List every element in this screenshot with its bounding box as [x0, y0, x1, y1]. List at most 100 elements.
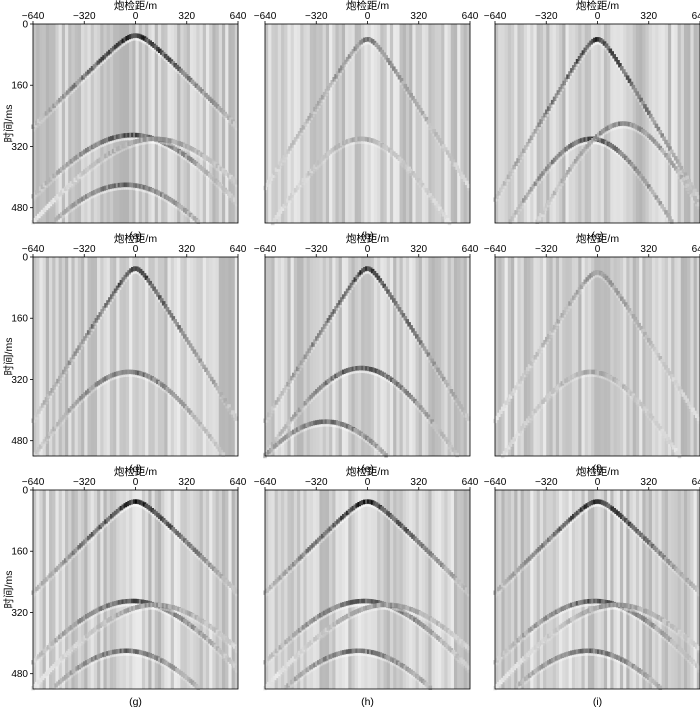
event-sample: [347, 600, 352, 605]
event-sample-trough: [380, 454, 384, 457]
event-sample-trough: [349, 512, 354, 515]
event-sample: [179, 204, 183, 210]
event-sample: [386, 511, 390, 516]
event-sample-trough: [135, 38, 139, 41]
event-sample: [675, 169, 680, 174]
event-sample-trough: [455, 658, 459, 661]
event-sample-trough: [376, 450, 381, 453]
event-sample: [342, 62, 346, 67]
event-sample-trough: [165, 608, 170, 612]
event-sample: [108, 151, 112, 156]
event-sample-trough: [94, 147, 99, 150]
event-sample-trough: [221, 656, 226, 659]
event-sample: [127, 598, 131, 604]
event-sample: [440, 141, 444, 146]
event-sample-trough: [453, 656, 458, 659]
trace-stripe: [418, 24, 423, 223]
event-sample: [345, 424, 350, 429]
trace-stripe: [122, 24, 127, 223]
event-sample-trough: [506, 179, 511, 182]
event-sample: [175, 395, 179, 401]
event-sample: [424, 626, 429, 631]
event-sample-trough: [422, 351, 427, 354]
event-sample: [455, 577, 459, 583]
event-sample-trough: [186, 160, 191, 163]
event-sample: [297, 556, 302, 561]
event-sample-trough: [650, 122, 655, 125]
trace-stripe: [348, 24, 352, 223]
trace-stripe: [345, 24, 349, 223]
event-sample: [276, 397, 281, 402]
event-sample: [158, 602, 162, 608]
event-sample: [160, 50, 164, 55]
event-sample-trough: [380, 148, 384, 151]
event-sample-trough: [117, 653, 122, 657]
event-sample-trough: [687, 191, 691, 194]
event-sample: [52, 685, 56, 690]
trace-stripe: [364, 490, 368, 689]
event-sample-trough: [330, 529, 335, 532]
event-sample: [336, 372, 340, 377]
event-sample: [71, 550, 76, 556]
event-sample: [142, 134, 147, 139]
event-sample-trough: [541, 214, 545, 217]
event-sample-trough: [420, 348, 425, 351]
reflection-event: [500, 369, 682, 461]
event-sample: [208, 623, 212, 629]
event-sample-trough: [48, 396, 53, 399]
event-sample: [175, 530, 179, 536]
event-sample: [416, 620, 421, 625]
event-sample: [671, 163, 676, 168]
event-sample-trough: [332, 527, 336, 531]
trace-stripe: [33, 257, 37, 456]
event-sample-trough: [110, 299, 114, 302]
event-sample-trough: [570, 303, 574, 306]
event-sample-trough: [150, 141, 154, 144]
event-sample: [171, 665, 176, 670]
event-sample-trough: [265, 187, 269, 190]
event-sample: [127, 132, 131, 138]
event-sample: [303, 175, 308, 181]
trace-stripe: [300, 24, 304, 223]
event-sample-trough: [616, 384, 620, 387]
event-sample: [286, 381, 290, 387]
event-sample-trough: [175, 400, 179, 404]
event-sample-trough: [208, 162, 212, 166]
event-sample: [121, 182, 126, 187]
event-sample: [213, 441, 218, 447]
event-sample-trough: [560, 183, 565, 186]
event-sample: [405, 319, 409, 324]
event-sample: [415, 334, 419, 339]
event-sample-trough: [295, 432, 300, 435]
event-sample-trough: [413, 541, 417, 544]
event-sample: [150, 602, 154, 608]
x-tick-label: 0: [595, 11, 601, 22]
event-sample: [65, 628, 70, 633]
event-sample: [295, 366, 300, 371]
event-sample-trough: [104, 624, 108, 627]
event-sample: [413, 617, 417, 622]
event-sample: [144, 275, 149, 280]
event-sample-trough: [206, 375, 210, 378]
event-sample: [167, 196, 172, 202]
event-sample: [502, 403, 507, 408]
event-sample: [403, 611, 408, 616]
event-sample: [179, 399, 183, 405]
event-sample-trough: [324, 614, 329, 617]
event-sample: [461, 583, 465, 588]
trace-stripe: [306, 257, 311, 456]
event-sample: [62, 414, 66, 420]
trace-stripe: [42, 257, 47, 456]
event-sample-trough: [560, 88, 565, 92]
event-sample: [111, 512, 116, 517]
event-sample: [292, 190, 296, 195]
event-sample: [208, 173, 212, 178]
event-sample: [46, 203, 51, 209]
event-sample: [351, 599, 356, 605]
event-sample: [579, 151, 584, 156]
event-sample-trough: [292, 567, 296, 570]
event-sample-trough: [556, 158, 561, 161]
event-sample-trough: [395, 77, 400, 80]
trace-stripe: [511, 24, 515, 223]
event-sample-trough: [353, 433, 358, 436]
